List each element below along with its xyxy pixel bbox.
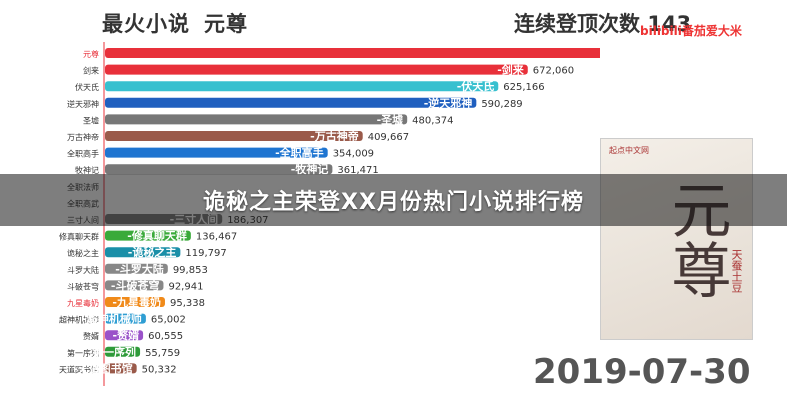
bar [105,64,528,75]
category-label: 九星毒奶 [67,298,99,308]
bar-name-label: -第一序列 [87,345,136,359]
bar-name-label: -超神机械师 [82,312,142,326]
bar-name-label: -逆天邪神 [424,96,473,110]
category-label: 万古神帝 [67,132,99,142]
category-label: 伏天氏 [75,82,99,92]
value-label: 92,941 [168,281,203,292]
headline-banner: 诡秘之主荣登XX月份热门小说排行榜 [0,174,787,226]
bar-name-label: -剑来 [497,63,525,77]
bar [105,330,144,341]
value-label: 136,467 [196,232,237,243]
title-left-name: 元尊 [204,12,248,36]
value-label: 409,667 [368,132,409,143]
bar [105,247,181,258]
bar-name-label: -天道图书馆 [73,361,133,375]
title-right-count: 143 [647,12,692,36]
category-label: 超神机械师 [59,315,99,325]
bar-name-label: -万古神帝 [310,129,359,143]
bar [105,346,141,357]
bar-name-label: -诡秘之主 [128,245,177,259]
category-label: 圣墟 [83,115,99,125]
watermark: bilibili番茄爱大米 [640,24,742,38]
bar-name-label: -圣墟 [377,112,404,126]
bar-name-label: -斗破苍穹 [111,278,160,292]
category-label: 天道图书馆 [59,364,99,374]
chart-title-right: 连续登顶次数 143 [514,8,691,38]
title-left-label: 最火小说 [102,12,190,36]
bar [105,363,137,374]
bar-name-label: -赘婿 [113,328,141,342]
category-label: 逆天邪神 [67,99,99,109]
value-label: 672,060 [533,66,574,77]
bar [105,81,499,92]
bar [105,280,164,291]
value-label: 625,166 [503,82,544,93]
book-cover: 起点中文网 元尊 天蚕土豆 [600,138,753,340]
bar [105,263,168,274]
value-label: 55,759 [145,348,180,359]
bar [105,131,363,141]
value-label: 95,338 [170,298,205,309]
bar-name-label: -全职高手 [275,146,324,160]
value-label: 65,002 [151,315,186,326]
value-label: 480,374 [412,115,453,126]
bar-name-label: -伏天氏 [457,79,495,93]
value-label: 99,853 [173,265,208,276]
category-label: 元尊 [83,49,99,59]
bar [105,48,600,58]
category-label: 全职高手 [67,149,99,159]
category-label: 第一序列 [67,348,99,358]
value-label: 50,332 [142,364,177,375]
bar-name-label: -修真聊天群 [127,229,187,243]
date-label: 2019-07-30 [533,352,751,392]
title-right-label: 连续登顶次数 [514,12,640,36]
category-label: 斗罗大陆 [67,265,99,275]
bar-name-label: -牧神记 [291,162,329,176]
bar [105,297,165,307]
category-label: 斗破苍穹 [67,281,99,291]
value-label: 354,009 [333,149,374,160]
value-label: 361,471 [337,165,378,176]
bar-name-label: -斗罗大陆 [115,262,164,276]
cover-publisher: 起点中文网 [609,146,649,155]
bar [105,230,191,241]
value-label: 590,289 [481,99,522,110]
bar [105,164,333,175]
category-label: 牧神记 [75,165,99,175]
bar [105,114,408,125]
bar [105,147,328,158]
chart-title-left: 最火小说 元尊 [102,8,248,38]
value-label: 119,797 [185,248,226,259]
value-label: 60,555 [148,331,183,342]
bar [105,313,146,324]
category-label: 诡秘之主 [67,248,99,258]
headline-text: 诡秘之主荣登XX月份热门小说排行榜 [203,190,584,215]
bar-name-label: -九星毒奶 [112,295,161,309]
bar [105,97,477,108]
category-label: 赘婿 [83,331,99,341]
category-label: 剑来 [83,66,99,76]
cover-author: 天蚕土豆 [730,249,743,293]
category-label: 修真聊天群 [59,232,99,242]
